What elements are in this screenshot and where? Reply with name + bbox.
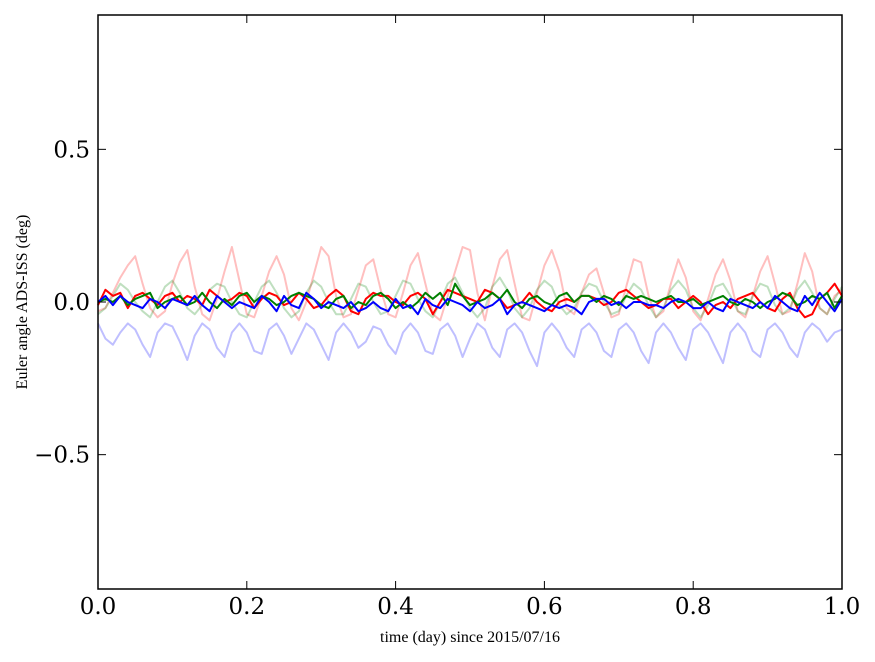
series-line-4 xyxy=(97,282,843,310)
y-tick-label: 0.5 xyxy=(53,137,90,163)
x-tick-label: 0.6 xyxy=(526,594,563,620)
series-line-0 xyxy=(97,246,843,322)
y-tick-label: 0.0 xyxy=(53,290,90,316)
series-line-1 xyxy=(97,276,843,319)
series-line-2 xyxy=(97,322,843,368)
x-tick-label: 1.0 xyxy=(824,594,861,620)
series-line-5 xyxy=(97,291,843,316)
y-axis-label: Euler angle ADS-ISS (deg) xyxy=(14,215,31,390)
x-axis-label: time (day) since 2015/07/16 xyxy=(380,629,560,646)
x-tick-label: 0.8 xyxy=(675,594,712,620)
series-layer xyxy=(97,246,843,368)
x-tick-label: 0.2 xyxy=(229,594,266,620)
x-tick-label: 0.4 xyxy=(377,594,414,620)
ticks-layer: 0.0 0.2 0.4 0.6 0.8 1.0 0.5 0.0 −0.5 xyxy=(34,15,860,620)
x-tick-label: 0.0 xyxy=(80,594,117,620)
y-tick-label: −0.5 xyxy=(34,443,90,469)
